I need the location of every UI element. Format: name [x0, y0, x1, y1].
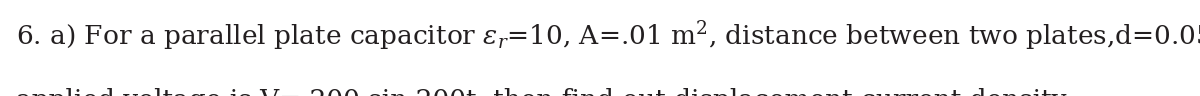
Text: applied voltage is V= 200 sin 200t, then find out displacement current density.: applied voltage is V= 200 sin 200t, then… — [16, 88, 1070, 96]
Text: 6. a) For a parallel plate capacitor $\varepsilon_r$=10, A=.01 m$^2$, distance b: 6. a) For a parallel plate capacitor $\v… — [16, 19, 1200, 53]
